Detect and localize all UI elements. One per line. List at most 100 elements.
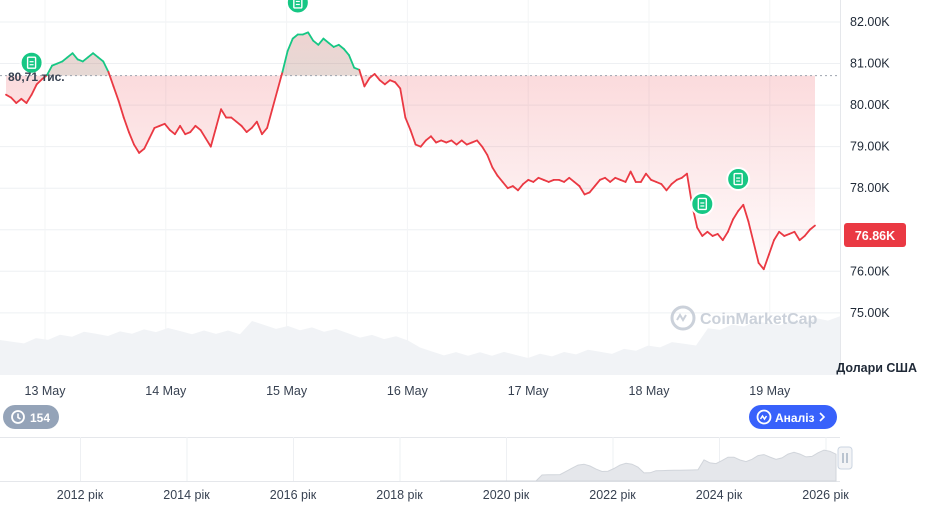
x-tick-label: 17 May [508, 384, 550, 398]
price-line-segment [808, 224, 816, 231]
price-line-segment [87, 52, 94, 59]
x-tick-label: 15 May [266, 384, 308, 398]
price-line-segment [368, 73, 376, 79]
x-tick-label: 13 May [25, 384, 67, 398]
history-badge[interactable]: 154 [3, 405, 59, 429]
overview-handle-bg [837, 446, 853, 470]
price-line-segment [332, 43, 340, 48]
price-line-segment [532, 176, 540, 183]
price-line-segment [317, 37, 325, 46]
volume-area [0, 316, 840, 375]
overview-year-label: 2022 рік [589, 488, 636, 502]
area-fill [6, 32, 815, 270]
price-line-segment [281, 50, 289, 73]
document-icon [293, 0, 303, 9]
price-line-segment [711, 233, 719, 237]
price-line-segment [168, 129, 176, 136]
price-line-segment [563, 176, 571, 183]
price-line-segment [767, 239, 775, 256]
price-line-segment [127, 131, 135, 146]
price-line-segment [778, 230, 786, 237]
analysis-button[interactable]: Аналіз [749, 405, 837, 429]
price-line-segment [271, 89, 279, 111]
price-line-segment [255, 120, 263, 136]
price-line-segment [266, 108, 274, 129]
area-fill-up [6, 32, 815, 76]
event-markers[interactable] [19, 0, 751, 216]
robot-icon [756, 409, 772, 425]
price-line-segment [660, 183, 668, 192]
price-line-segment [307, 31, 315, 42]
price-line-segment [752, 241, 760, 264]
y-axis: 82.00K81.00K80.00K79.00K78.00K77.00K76.0… [850, 15, 890, 320]
price-line-segment [122, 116, 130, 134]
overview-year-label: 2012 рік [57, 488, 104, 502]
overview-year-label: 2020 рік [483, 488, 530, 502]
price-line-segment [92, 52, 100, 59]
document-icon [26, 56, 37, 69]
overview-year-label: 2016 рік [270, 488, 317, 502]
price-line-segment [440, 139, 448, 144]
price-line-segment [302, 31, 309, 36]
price-line-segment [199, 129, 207, 140]
price-line-segment [435, 139, 443, 144]
overview-navigator[interactable]: 2012 рік 2014 рік 2016 рік 2018 рік 2020 рік… [0, 437, 853, 502]
event-marker[interactable] [19, 50, 44, 75]
price-line-segment [337, 43, 345, 50]
price-line-segment [455, 139, 463, 146]
price-line-segment [793, 230, 801, 242]
price-line-segment [588, 185, 596, 194]
price-line-segment [276, 70, 284, 92]
overview-year-label: 2014 рік [163, 488, 210, 502]
price-line-segment [404, 116, 412, 131]
event-marker[interactable] [726, 167, 751, 192]
price-line-segment [209, 127, 217, 148]
price-line-segment [573, 181, 581, 188]
event-marker-bg [285, 0, 310, 15]
price-line-segment [378, 79, 386, 86]
x-tick-label: 19 May [749, 384, 791, 398]
price-line-segment [394, 81, 402, 90]
event-marker[interactable] [285, 0, 310, 15]
price-line-segment [747, 220, 755, 244]
history-icon [11, 410, 25, 424]
event-marker[interactable] [690, 191, 715, 216]
pause-handle-icon[interactable] [837, 446, 853, 470]
price-line-segment [138, 147, 146, 154]
price-line-segment [220, 108, 228, 119]
price-line-segment [40, 74, 48, 81]
price-line-segment [409, 129, 417, 146]
price-line-segment [593, 178, 601, 188]
event-marker-bg [19, 50, 44, 75]
price-line-segment [639, 172, 647, 183]
price-line-segment [460, 139, 468, 146]
price-line-segment [51, 62, 59, 67]
overview-area [440, 449, 837, 482]
price-line-segment [655, 181, 663, 185]
price-line-segment [645, 172, 653, 181]
y-tick-label: 80.00K [850, 98, 890, 112]
coinmarketcap-logo-icon [670, 305, 696, 331]
price-line-segment [194, 124, 202, 131]
price-line-segment [189, 124, 197, 134]
price-line-segment [97, 56, 105, 63]
reference-label: 80,71 тис. [8, 70, 65, 84]
analysis-button-bg [749, 405, 837, 429]
price-lines [5, 31, 816, 271]
price-line-segment [112, 85, 120, 102]
price-line-segment [491, 166, 499, 177]
price-line-segment [614, 176, 622, 181]
price-line-segment [66, 52, 74, 59]
analysis-button-label: Аналіз [775, 411, 815, 425]
price-line-segment [10, 96, 18, 104]
document-icon-body [293, 0, 303, 9]
price-line-segment [496, 174, 504, 183]
event-marker-bg [726, 167, 751, 192]
price-line-segment [675, 176, 683, 181]
price-line-segment [522, 178, 530, 185]
price-line-segment [624, 170, 632, 183]
price-line-segment [773, 230, 781, 242]
price-line-segment [568, 176, 576, 183]
price-line-segment [727, 218, 734, 233]
